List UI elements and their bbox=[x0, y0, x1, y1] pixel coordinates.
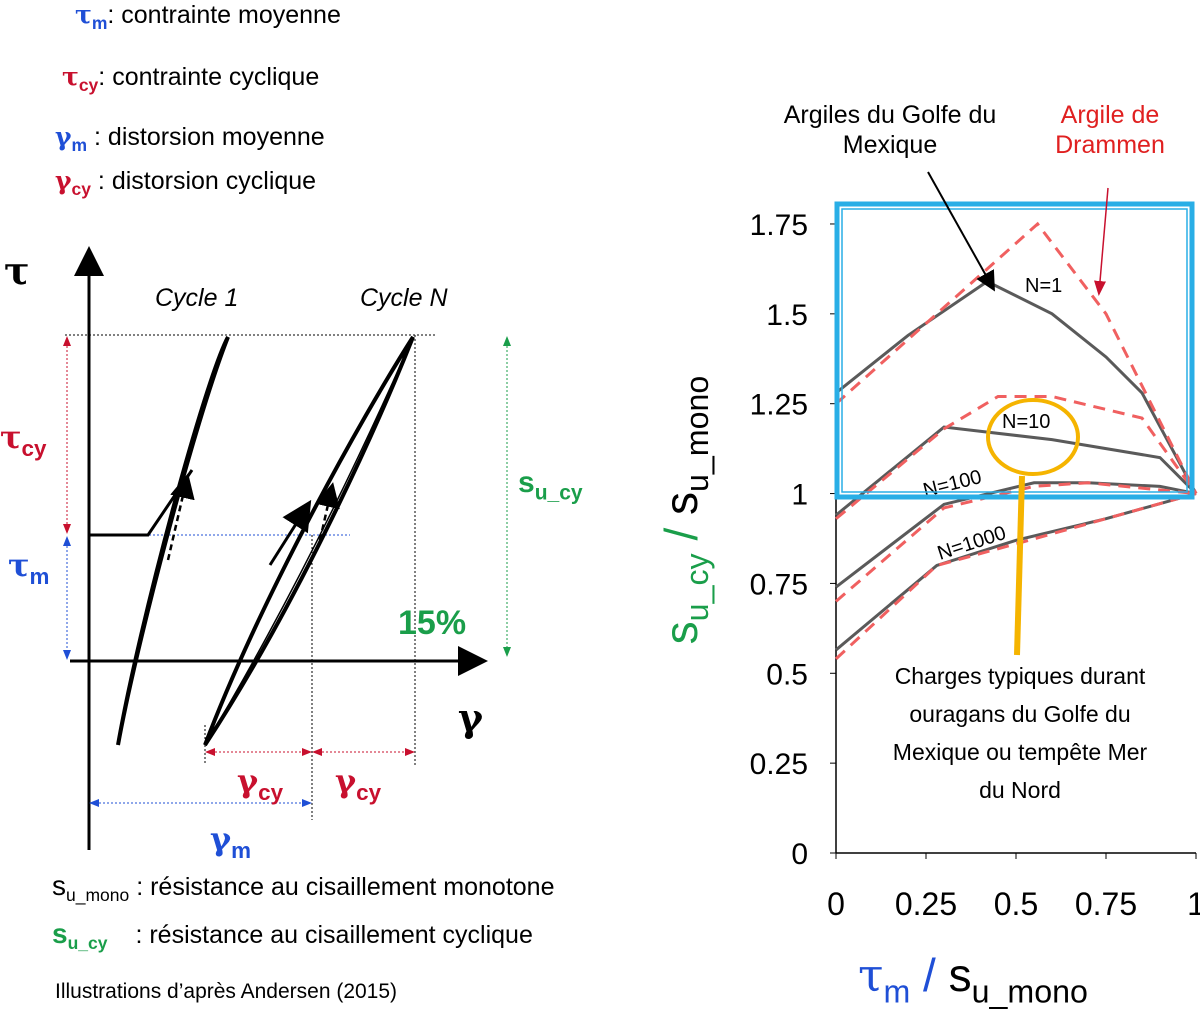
cycle-label: Cycle 1 bbox=[155, 284, 239, 312]
cycle-label: Cycle N bbox=[360, 284, 448, 312]
y-tick-label: 0.25 bbox=[750, 748, 808, 781]
x-tick-label: 0.25 bbox=[895, 886, 957, 922]
label: γcy bbox=[335, 762, 382, 805]
hysteresis-diagram bbox=[63, 246, 511, 850]
y-tick-label: 1.25 bbox=[750, 389, 808, 422]
label: γcy bbox=[237, 762, 284, 805]
curve-label: N=1000 bbox=[935, 522, 1009, 565]
definition: γm : distorsion moyenne bbox=[55, 122, 325, 156]
curve bbox=[835, 279, 1198, 495]
x-tick-label: 0 bbox=[827, 886, 845, 922]
y-tick-label: 1.5 bbox=[766, 299, 808, 332]
label: 15% bbox=[398, 604, 467, 642]
curve bbox=[835, 425, 1198, 517]
y-tick-label: 0.75 bbox=[750, 568, 808, 601]
y-tick-label: 0.5 bbox=[766, 658, 808, 691]
y-tick-label: 1 bbox=[791, 479, 808, 512]
overlay bbox=[834, 171, 1195, 656]
curve-label: N=1 bbox=[1025, 275, 1062, 297]
x-tick-label: 0.75 bbox=[1075, 886, 1137, 922]
curve bbox=[835, 481, 1197, 589]
axis-label: τ bbox=[4, 248, 30, 293]
definition: τcy: contrainte cyclique bbox=[62, 62, 320, 96]
curve-label: N=10 bbox=[1002, 411, 1050, 433]
label: τcy bbox=[0, 418, 47, 461]
label: γm bbox=[210, 820, 252, 863]
label: su_cy bbox=[518, 466, 583, 505]
annotation: Charges typiques durant ouragans du Golf… bbox=[885, 657, 1155, 809]
axis-label: γ bbox=[458, 695, 484, 740]
glossary: su_cy: résistance au cisaillement cycliq… bbox=[52, 918, 533, 954]
curve bbox=[835, 221, 1198, 495]
annotation: Argiles du Golfe du Mexique bbox=[783, 101, 997, 159]
label: τm bbox=[8, 546, 50, 589]
y-axis-label: su_cy / su_mono bbox=[654, 375, 716, 645]
annotation: Argile de Drammen bbox=[1055, 101, 1165, 159]
curve bbox=[835, 481, 1197, 603]
definition: γcy : distorsion cyclique bbox=[55, 166, 317, 200]
curve bbox=[835, 395, 1198, 520]
curve bbox=[834, 492, 1197, 660]
glossary: su_mono : résistance au cisaillement mon… bbox=[52, 870, 555, 906]
plot: 0 0.25 0.5 0.75 1 1.25 1.5 1.75 0 0.25 0.5 0.75 1 N=1… bbox=[750, 206, 1200, 922]
definition: τm: contrainte moyenne bbox=[75, 0, 341, 34]
x-tick-label: 1 bbox=[1187, 886, 1200, 922]
y-tick-label: 1.75 bbox=[750, 209, 808, 242]
source: Illustrations d’après Andersen (2015) bbox=[55, 980, 398, 1003]
x-tick-label: 0.5 bbox=[994, 886, 1038, 922]
x-axis-label: τm / su_mono bbox=[858, 948, 1088, 1010]
y-tick-label: 0 bbox=[791, 838, 808, 871]
